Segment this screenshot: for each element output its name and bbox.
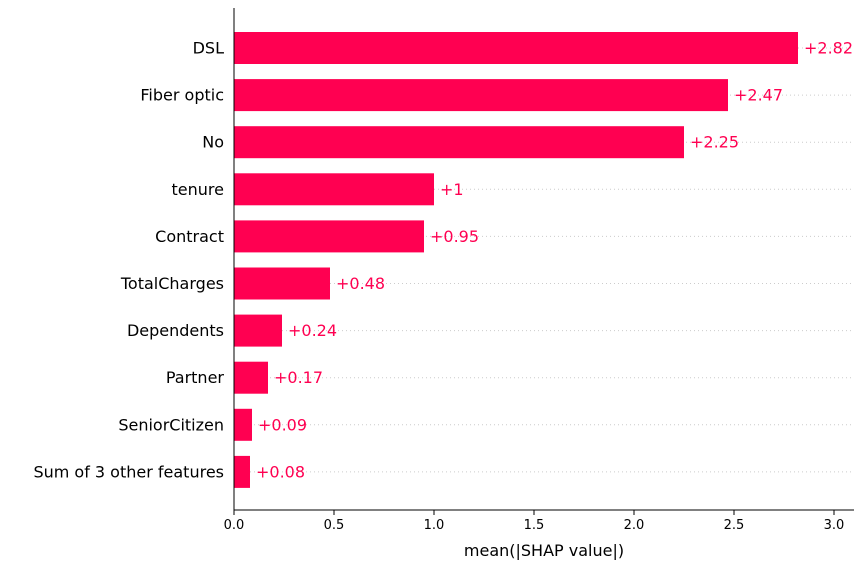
y-tick-label: tenure xyxy=(172,180,224,199)
x-tick-label: 0.0 xyxy=(224,518,245,533)
value-label: +0.09 xyxy=(258,415,307,434)
bar xyxy=(234,173,434,206)
bar xyxy=(234,361,268,394)
y-tick-label: Contract xyxy=(155,227,224,246)
y-tick-label: Sum of 3 other features xyxy=(33,462,224,481)
bar xyxy=(234,408,252,441)
bar xyxy=(234,314,282,347)
bar xyxy=(234,32,798,64)
x-tick-label: 2.0 xyxy=(624,518,645,533)
y-tick-label: No xyxy=(202,133,224,152)
x-tick-label: 1.0 xyxy=(424,518,445,533)
y-tick-label: SeniorCitizen xyxy=(118,415,224,434)
y-tick-label: Dependents xyxy=(127,321,224,340)
x-tick-label: 0.5 xyxy=(324,518,345,533)
bar xyxy=(234,267,330,300)
y-tick-label: TotalCharges xyxy=(120,274,224,293)
value-label: +0.24 xyxy=(288,321,337,340)
value-labels: +2.82 +2.47 +2.25 +1 +0.95 +0.48 +0.24 +0.17 +0.… xyxy=(256,39,853,482)
x-tick-label: 1.5 xyxy=(524,518,545,533)
y-tick-label: Fiber optic xyxy=(140,86,224,105)
row-guides xyxy=(234,47,854,473)
value-label: +0.08 xyxy=(256,462,305,481)
y-tick-label: DSL xyxy=(193,39,224,58)
bars xyxy=(234,32,798,488)
x-axis-label: mean(|SHAP value|) xyxy=(464,541,624,560)
x-ticks: 0.0 0.5 1.0 1.5 2.0 2.5 3.0 xyxy=(224,510,845,533)
bar xyxy=(234,79,728,112)
value-label: +0.17 xyxy=(274,368,323,387)
value-label: +1 xyxy=(440,180,464,199)
x-tick-label: 3.0 xyxy=(824,518,845,533)
bar xyxy=(234,455,250,488)
value-label: +2.47 xyxy=(734,86,783,105)
value-label: +0.95 xyxy=(430,227,479,246)
value-label: +2.25 xyxy=(690,133,739,152)
value-label: +2.82 xyxy=(804,39,853,58)
y-tick-label: Partner xyxy=(166,368,225,387)
y-tick-labels: DSL Fiber optic No tenure Contract TotalCharg… xyxy=(33,39,224,482)
value-label: +0.48 xyxy=(336,274,385,293)
x-tick-label: 2.5 xyxy=(724,518,745,533)
bar xyxy=(234,220,424,253)
bar xyxy=(234,126,684,159)
